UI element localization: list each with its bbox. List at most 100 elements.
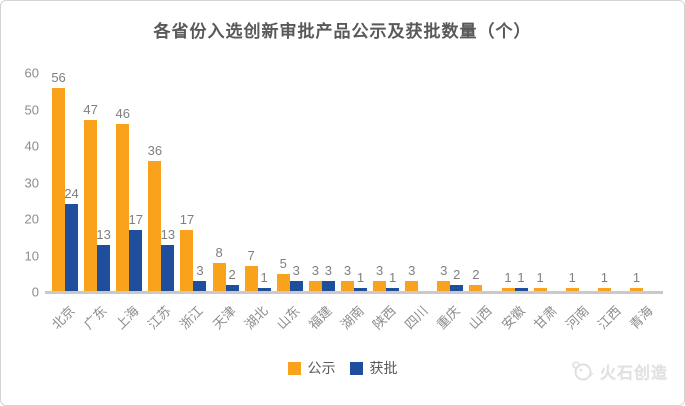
bar-value-label: 7 <box>247 248 255 264</box>
bar-publicity <box>52 87 66 292</box>
bar-value-label: 36 <box>147 142 163 158</box>
bar-value-label: 47 <box>83 102 98 118</box>
bar-approved <box>97 244 111 292</box>
bar-approved <box>321 281 335 292</box>
bar-publicity <box>180 229 194 292</box>
bar-publicity <box>565 288 579 292</box>
bar-value-label: 3 <box>408 263 416 279</box>
bar-publicity <box>148 160 162 292</box>
x-axis-labels: 北京 广东 上海 江苏 浙江 天津 湖北 山东 福建 湖南 陕西 四川 重庆 山西 安徽 甘肃 河南 江西 青海 <box>49 297 659 355</box>
bar-value-label: 13 <box>160 226 176 242</box>
bar-value-label: 17 <box>128 211 143 227</box>
bar-group: 36 13 <box>145 73 177 292</box>
y-axis: 0 10 20 30 40 50 60 <box>1 66 45 300</box>
legend-item-approved: 获批 <box>349 358 398 378</box>
legend-label-publicity: 公示 <box>307 360 336 376</box>
bar-approved <box>257 288 271 292</box>
bar-value-label: 8 <box>215 244 223 260</box>
bar-publicity <box>629 288 643 292</box>
bar-publicity <box>308 281 322 292</box>
bar-publicity <box>373 281 387 292</box>
bar-publicity <box>469 284 483 292</box>
bar-value-label: 3 <box>375 263 384 279</box>
brand-name: 火石创造 <box>599 365 668 382</box>
bar-group: 1 <box>563 73 595 292</box>
bar-value-label: 3 <box>343 263 352 279</box>
bar-publicity <box>84 120 98 292</box>
bar-value-label: 24 <box>64 186 79 202</box>
bar-group: 56 24 <box>49 69 81 292</box>
bar-value-label: 1 <box>568 270 576 286</box>
bar-value-label: 1 <box>260 270 268 286</box>
bar-value-label: 3 <box>324 263 332 279</box>
y-tick-label: 40 <box>24 138 39 154</box>
y-tick-label: 0 <box>31 284 39 300</box>
bar-publicity <box>116 124 130 292</box>
bar-value-label: 56 <box>51 69 66 85</box>
legend-swatch-publicity <box>287 361 301 375</box>
bar-value-label: 2 <box>228 266 236 282</box>
bar-publicity <box>405 281 419 292</box>
bar-value-label: 1 <box>504 270 512 286</box>
bar-approved <box>129 229 143 292</box>
bar-group: 1 <box>531 73 563 292</box>
bar-value-label: 5 <box>279 255 287 271</box>
bar-publicity <box>244 266 258 292</box>
bar-group: 1 <box>627 73 659 292</box>
bar-value-label: 1 <box>388 270 397 286</box>
bar-value-label: 2 <box>453 266 461 282</box>
legend: 公示 获批 <box>1 358 684 378</box>
bar-group: 1 <box>595 73 627 292</box>
bar-approved <box>289 281 303 292</box>
y-tick-label: 20 <box>24 211 39 227</box>
bar-publicity <box>212 262 226 292</box>
y-tick-label: 50 <box>24 102 39 117</box>
bar-publicity <box>276 273 290 292</box>
bar-approved <box>225 284 239 292</box>
bar-value-label: 3 <box>196 263 204 279</box>
y-tick-label: 60 <box>24 65 39 81</box>
bar-value-label: 1 <box>356 270 365 286</box>
bar-group: 46 17 <box>113 73 145 292</box>
chart-title: 各省份入选创新审批产品公示及获批数量（个） <box>153 22 532 41</box>
bar-value-label: 1 <box>600 270 608 286</box>
bar-value-label: 3 <box>440 263 448 279</box>
bar-publicity <box>533 288 547 292</box>
bar-approved <box>353 288 367 292</box>
bar-value-label: 3 <box>311 263 319 279</box>
bar-publicity <box>340 281 354 292</box>
y-tick-label: 30 <box>24 175 39 190</box>
bar-approved <box>386 288 400 292</box>
bar-value-label: 13 <box>96 226 111 242</box>
bar-value-label: 1 <box>632 270 641 286</box>
bar-approved <box>514 288 528 292</box>
brand-watermark: 火石创造 <box>570 359 668 383</box>
legend-item-publicity: 公示 <box>287 358 336 378</box>
bar-publicity <box>597 288 611 292</box>
bar-value-label: 1 <box>536 270 544 286</box>
bar-publicity <box>501 288 515 292</box>
bar-approved <box>193 281 207 292</box>
bar-approved <box>161 244 175 292</box>
legend-label-approved: 获批 <box>369 360 398 376</box>
bar-value-label: 1 <box>517 270 525 286</box>
plot-area: 56 24 47 13 46 17 36 13 17 3 8 2 7 1 5 3 3 3 3 1 3 1 3 3 2 2 1 1 1 1 1… <box>49 69 659 292</box>
bar-group: 47 13 <box>81 73 113 292</box>
bar-approved <box>450 284 464 292</box>
bar-value-label: 46 <box>115 106 130 122</box>
y-tick-label: 10 <box>24 248 39 263</box>
bar-value-label: 17 <box>179 211 195 227</box>
bar-group: 3 <box>402 73 434 292</box>
legend-swatch-approved <box>349 361 363 375</box>
bar-value-label: 2 <box>472 266 480 282</box>
bar-group: 17 3 <box>177 73 209 292</box>
